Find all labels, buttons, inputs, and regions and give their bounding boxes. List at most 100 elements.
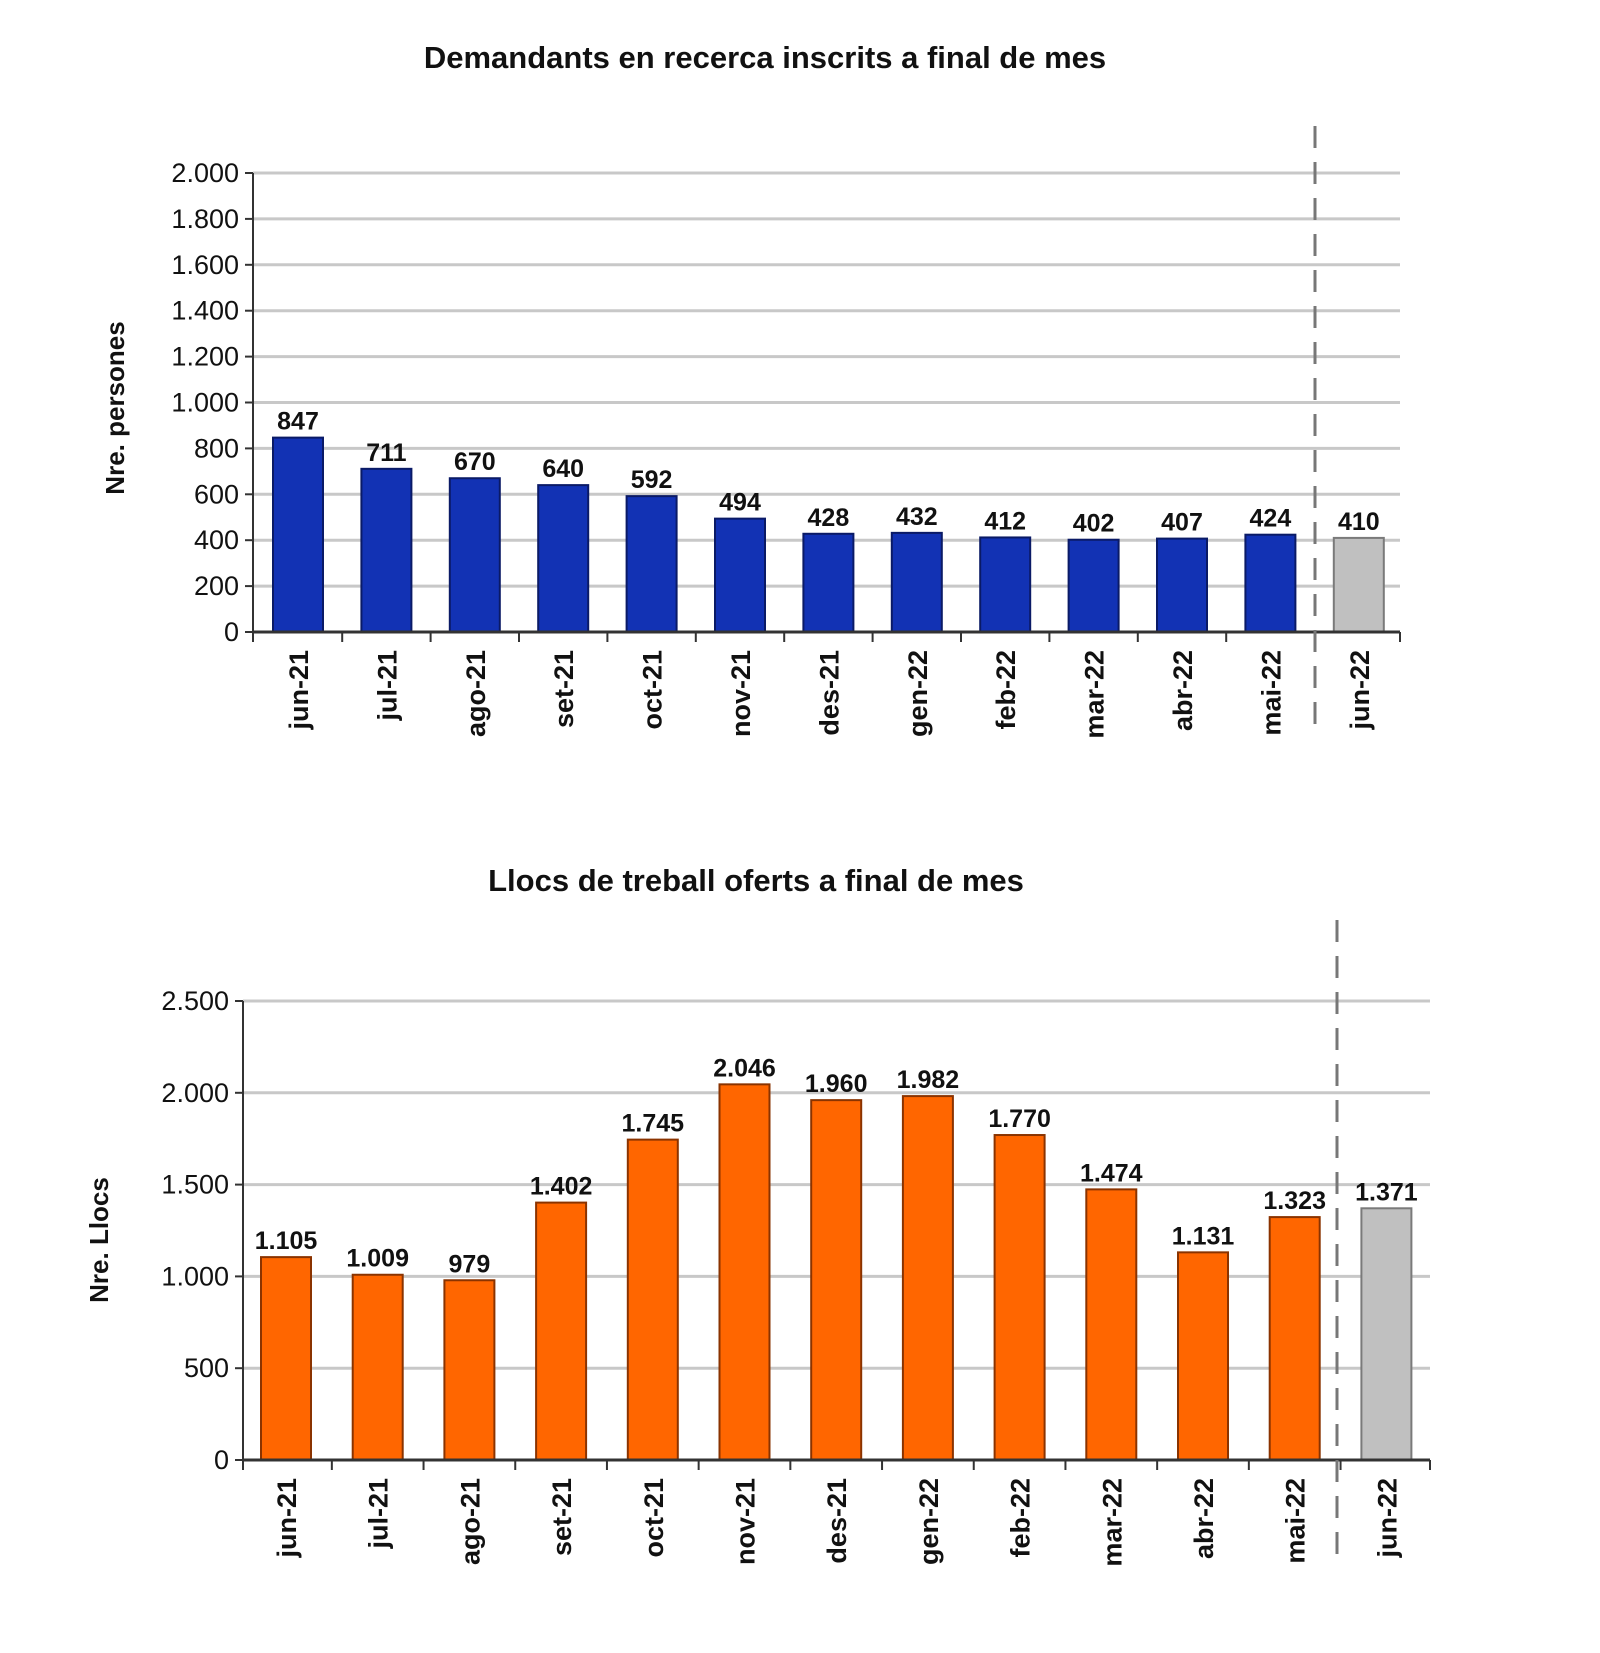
x-tick-label: gen-22 xyxy=(903,650,933,737)
x-tick-label: abr-22 xyxy=(1168,650,1198,731)
x-tick-label: feb-22 xyxy=(1006,1478,1036,1558)
y-tick-label: 1.000 xyxy=(171,388,239,418)
data-label: 402 xyxy=(1073,510,1115,538)
data-label: 711 xyxy=(366,439,406,467)
x-tick-label: jun-21 xyxy=(272,1478,302,1559)
x-tick-label: set-21 xyxy=(549,650,579,728)
x-tick-label: feb-22 xyxy=(991,650,1021,730)
data-label: 1.371 xyxy=(1355,1178,1418,1206)
bar-des-21 xyxy=(810,1099,863,1462)
bar-jul-21 xyxy=(351,1273,404,1461)
data-label: 1.009 xyxy=(346,1245,409,1273)
bar-oct-21 xyxy=(625,495,678,633)
data-label: 847 xyxy=(277,408,319,436)
bar-oct-21 xyxy=(626,1138,679,1462)
bar-set-21 xyxy=(535,1201,588,1461)
data-label: 670 xyxy=(454,448,496,476)
y-tick-label: 500 xyxy=(184,1353,229,1383)
bar-set-21 xyxy=(537,484,590,633)
x-tick-label: mai-22 xyxy=(1281,1478,1311,1564)
y-tick-label: 1.400 xyxy=(171,296,239,326)
chart-demandants: Demandants en recerca inscrits a final d… xyxy=(100,40,1401,739)
y-tick-label: 1.800 xyxy=(171,204,239,234)
x-tick-label: mar-22 xyxy=(1080,650,1110,739)
x-tick-label: oct-21 xyxy=(638,650,668,730)
y-axis-label: Nre. persones xyxy=(100,321,130,494)
y-tick-label: 400 xyxy=(194,525,239,555)
data-label: 979 xyxy=(449,1250,491,1278)
x-tick-label: jul-21 xyxy=(372,650,402,722)
y-tick-label: 1.000 xyxy=(161,1261,229,1291)
data-label: 1.960 xyxy=(805,1070,868,1098)
bar-mar-22 xyxy=(1067,538,1120,634)
bar-gen-22 xyxy=(901,1095,954,1462)
data-label: 640 xyxy=(542,455,584,483)
y-axis-label: Nre. Llocs xyxy=(84,1177,114,1303)
data-label: 407 xyxy=(1161,509,1203,537)
chart-title: Demandants en recerca inscrits a final d… xyxy=(424,40,1106,75)
data-label: 432 xyxy=(896,503,938,531)
data-label: 1.474 xyxy=(1080,1159,1143,1187)
data-label: 1.105 xyxy=(255,1227,318,1255)
x-tick-label: nov-21 xyxy=(731,1478,761,1565)
y-tick-label: 600 xyxy=(194,479,239,509)
bar-ago-21 xyxy=(443,1279,496,1462)
bar-jun-21 xyxy=(260,1256,312,1461)
data-label: 428 xyxy=(808,504,850,532)
x-tick-label: mar-22 xyxy=(1097,1478,1127,1567)
data-label: 1.323 xyxy=(1263,1187,1326,1215)
x-tick-label: mai-22 xyxy=(1256,650,1286,736)
x-tick-label: set-21 xyxy=(547,1478,577,1556)
data-label: 1.402 xyxy=(530,1173,593,1201)
bar-jun-21 xyxy=(272,436,324,633)
x-tick-label: gen-22 xyxy=(914,1478,944,1565)
bar-abr-22 xyxy=(1156,537,1208,634)
x-tick-label: des-21 xyxy=(814,650,844,736)
x-tick-label: oct-21 xyxy=(639,1478,669,1558)
y-tick-label: 1.200 xyxy=(171,342,239,372)
y-tick-label: 0 xyxy=(214,1445,229,1475)
data-label: 592 xyxy=(631,466,673,494)
y-tick-label: 200 xyxy=(194,571,239,601)
data-label: 2.046 xyxy=(713,1054,776,1082)
chart-llocs: Llocs de treball oferts a final de mes N… xyxy=(84,863,1431,1567)
bar-mai-22 xyxy=(1244,533,1297,634)
bar-feb-22 xyxy=(979,536,1032,633)
data-label: 1.982 xyxy=(897,1066,960,1094)
bar-jun-22 xyxy=(1332,536,1385,634)
y-tick-label: 1.600 xyxy=(171,250,239,280)
data-label: 424 xyxy=(1250,505,1292,533)
data-label: 412 xyxy=(984,507,1026,535)
x-tick-label: jul-21 xyxy=(364,1478,394,1550)
x-tick-label: nov-21 xyxy=(726,650,756,737)
data-label: 1.131 xyxy=(1172,1222,1235,1250)
x-tick-label: abr-22 xyxy=(1189,1478,1219,1559)
data-label: 410 xyxy=(1338,508,1380,536)
bar-jul-21 xyxy=(360,467,413,633)
data-label: 1.745 xyxy=(622,1110,685,1138)
bar-mai-22 xyxy=(1268,1216,1321,1461)
data-label: 494 xyxy=(719,489,761,517)
bar-gen-22 xyxy=(890,531,943,634)
bar-nov-21 xyxy=(714,517,766,634)
y-tick-label: 2.500 xyxy=(161,986,229,1016)
bar-jun-22 xyxy=(1360,1207,1413,1462)
bar-feb-22 xyxy=(993,1134,1046,1461)
x-tick-label: jun-22 xyxy=(1345,650,1375,731)
bar-des-21 xyxy=(802,532,855,633)
y-tick-label: 1.500 xyxy=(161,1170,229,1200)
x-tick-label: jun-22 xyxy=(1372,1478,1402,1559)
x-tick-label: des-21 xyxy=(822,1478,852,1564)
x-tick-label: jun-21 xyxy=(284,650,314,731)
bar-abr-22 xyxy=(1177,1251,1229,1461)
y-tick-label: 0 xyxy=(224,617,239,647)
x-tick-label: ago-21 xyxy=(461,650,491,737)
x-tick-label: ago-21 xyxy=(455,1478,485,1565)
chart-title: Llocs de treball oferts a final de mes xyxy=(488,863,1024,898)
bar-mar-22 xyxy=(1085,1188,1138,1462)
data-label: 1.770 xyxy=(988,1105,1051,1133)
y-tick-label: 800 xyxy=(194,433,239,463)
bar-nov-21 xyxy=(718,1083,771,1461)
bar-ago-21 xyxy=(448,477,501,633)
